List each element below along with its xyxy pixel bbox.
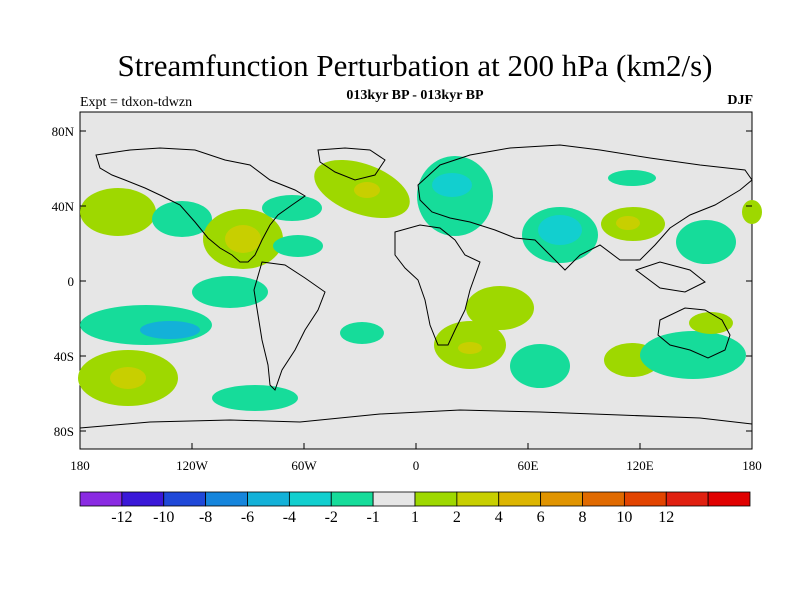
colorbar-label: 10: [616, 509, 632, 526]
colorbar-box: [540, 491, 583, 507]
longitude-labels: 180 120W 60W 0 60E 120E 180: [70, 458, 762, 473]
lat-label: 80S: [54, 424, 74, 439]
anomaly-region: [110, 367, 146, 389]
greenland-outline: [317, 147, 386, 181]
colorbar-label: 6: [537, 509, 545, 526]
anomaly-region: [538, 215, 582, 245]
lon-label: 180: [742, 458, 762, 473]
colorbar-box: [623, 491, 667, 507]
colorbar-box: [121, 491, 165, 507]
eurasia-outline: [417, 144, 753, 271]
lat-label: 40N: [52, 199, 75, 214]
anomaly-region: [140, 321, 200, 339]
lon-label: 60W: [291, 458, 317, 473]
colorbar-box: [247, 491, 290, 507]
coastlines: [79, 144, 753, 429]
colorbar-box: [665, 491, 709, 507]
colorbar-label: -1: [366, 509, 379, 526]
lon-label: 0: [413, 458, 420, 473]
colorbar-box: [288, 491, 332, 507]
colorbar: -12 -10 -8 -6 -4 -2 -1 1 2 4 6 8 10 12: [79, 491, 751, 526]
colorbar-label: -10: [153, 509, 174, 526]
map-panel: 80N 40N 0 40S 80S 180 120W 60W 0 60E 120…: [52, 111, 762, 473]
lon-label: 120E: [626, 458, 654, 473]
colorbar-label: 4: [495, 509, 503, 526]
season-label: DJF: [727, 93, 753, 108]
anomaly-region: [340, 322, 384, 344]
lat-label: 40S: [54, 349, 74, 364]
colorbar-box: [163, 491, 207, 507]
colorbar-label: -2: [325, 509, 338, 526]
anomaly-region: [354, 182, 380, 198]
latitude-labels: 80N 40N 0 40S 80S: [52, 124, 75, 439]
map-subtitle: 013kyr BP - 013kyr BP: [346, 88, 484, 103]
anomaly-region: [742, 200, 762, 224]
colorbar-label: -6: [241, 509, 254, 526]
map-title: Streamfunction Perturbation at 200 hPa (…: [117, 48, 713, 83]
anomaly-region: [640, 331, 746, 379]
colorbar-box: [330, 491, 374, 507]
maritime-continent-outline: [634, 261, 706, 293]
colorbar-labels: -12 -10 -8 -6 -4 -2 -1 1 2 4 6 8 10 12: [111, 509, 674, 526]
lat-label: 80N: [52, 124, 75, 139]
tick-marks: [80, 130, 752, 449]
lon-label: 120W: [176, 458, 209, 473]
anomaly-region: [192, 276, 268, 308]
colorbar-box: [205, 491, 248, 507]
antarctica-outline: [79, 409, 753, 429]
anomaly-region: [225, 225, 261, 253]
north-america-outline: [95, 147, 306, 263]
anomaly-region: [80, 188, 156, 236]
colorbar-box: [456, 491, 500, 507]
anomaly-region: [432, 173, 472, 197]
anomaly-region: [262, 195, 322, 221]
colorbar-box: [414, 491, 458, 507]
africa-outline: [394, 224, 481, 346]
colorbar-label: -4: [283, 509, 296, 526]
lon-label: 180: [70, 458, 90, 473]
australia-outline: [657, 307, 731, 359]
colorbar-label: -8: [199, 509, 212, 526]
colorbar-label: -12: [111, 509, 132, 526]
anomaly-region: [273, 235, 323, 257]
colorbar-box: [498, 491, 542, 507]
colorbar-box: [372, 491, 416, 507]
anomaly-region: [676, 220, 736, 264]
anomaly-regions: [78, 156, 762, 411]
colorbar-label: 8: [579, 509, 587, 526]
colorbar-label: 12: [658, 509, 674, 526]
colorbar-box: [707, 491, 751, 507]
colorbar-label: 1: [411, 509, 419, 526]
south-america-outline: [253, 261, 326, 391]
colorbar-boxes: [79, 491, 751, 507]
colorbar-box: [582, 491, 625, 507]
experiment-label: Expt = tdxon-tdwzn: [80, 95, 193, 110]
anomaly-region: [616, 216, 640, 230]
lat-label: 0: [68, 274, 75, 289]
colorbar-label: 2: [453, 509, 461, 526]
anomaly-region: [152, 201, 212, 237]
colorbar-box: [79, 491, 123, 507]
anomaly-region: [466, 286, 534, 330]
anomaly-region: [608, 170, 656, 186]
map-background: [79, 111, 753, 450]
lon-label: 60E: [518, 458, 539, 473]
anomaly-region: [510, 344, 570, 388]
anomaly-region: [458, 342, 482, 354]
anomaly-region: [212, 385, 298, 411]
anomaly-region: [689, 312, 733, 334]
